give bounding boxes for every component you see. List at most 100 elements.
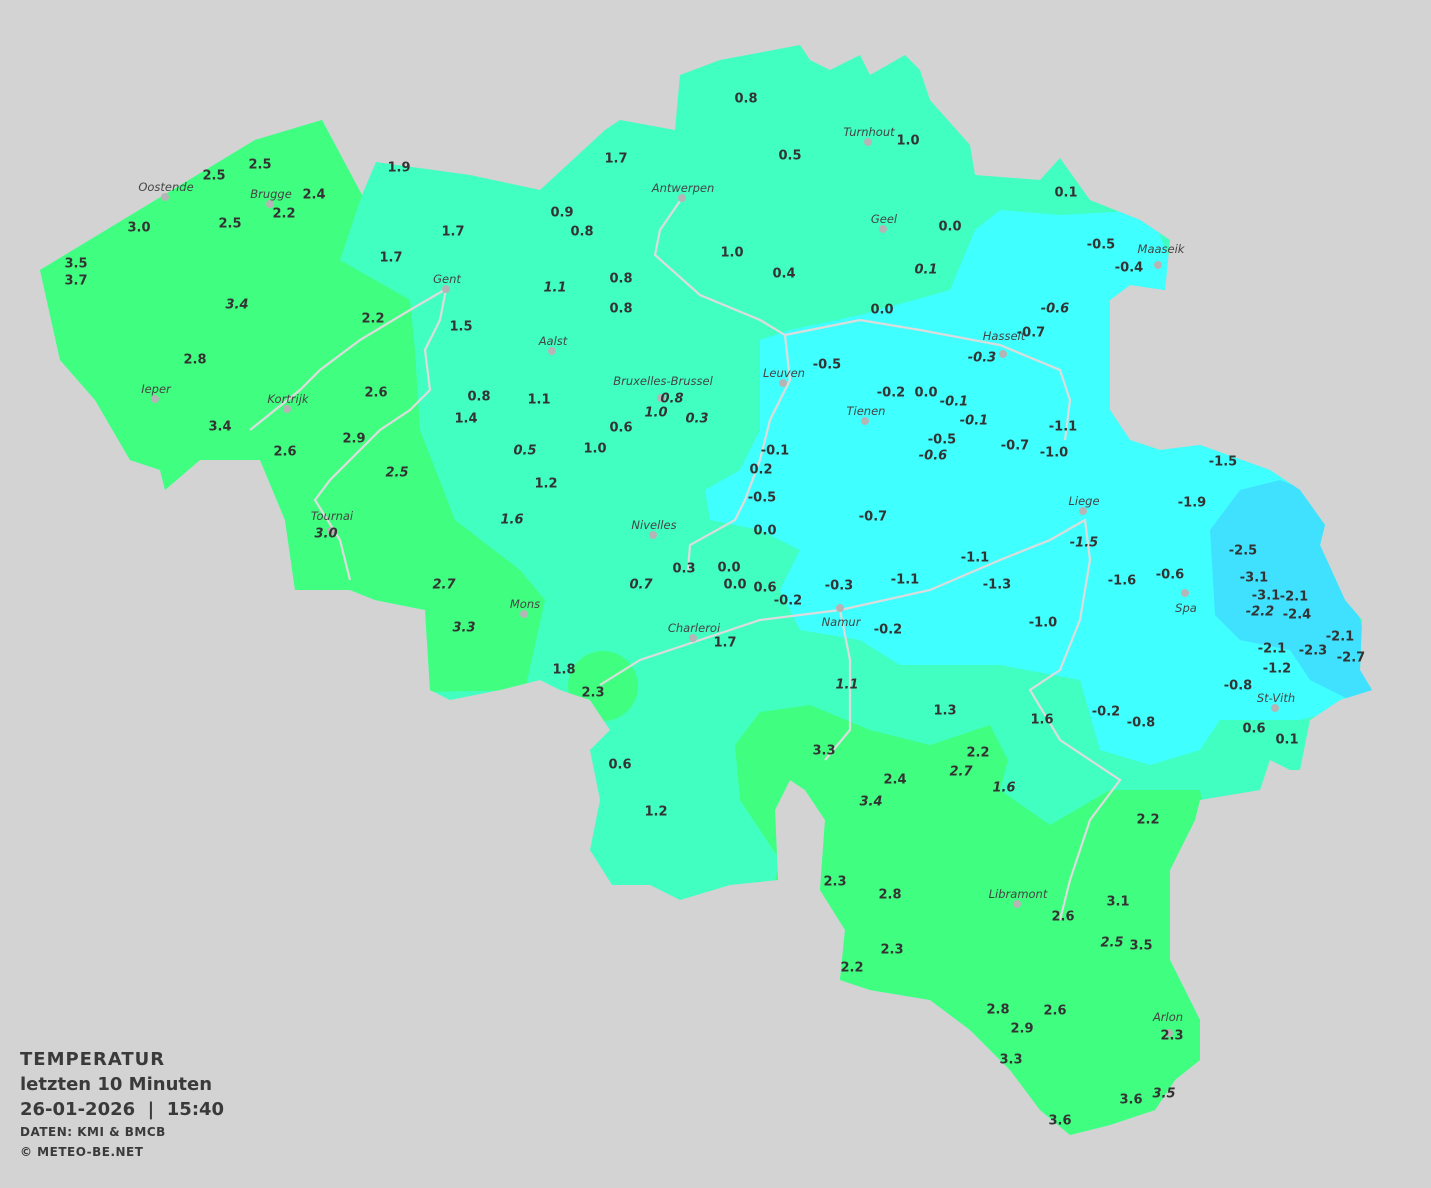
temperature-value: 2.8 (986, 1003, 1009, 1018)
temperature-value: -0.8 (1127, 716, 1155, 731)
city-st-vith: St-Vith (1257, 691, 1295, 712)
temperature-value: 2.7 (949, 765, 973, 780)
map-subtitle: letzten 10 Minuten (20, 1074, 213, 1095)
temperature-value: -0.6 (919, 449, 947, 464)
temperature-value: 2.2 (840, 961, 863, 976)
city-label: Geel (871, 212, 898, 226)
temperature-value: -1.0 (1040, 446, 1068, 461)
temperature-value: 1.4 (454, 412, 477, 427)
temperature-value: 0.1 (1275, 733, 1298, 748)
city-dot (520, 610, 528, 618)
temperature-value: 1.7 (441, 225, 464, 240)
city-libramont: Libramont (989, 887, 1048, 908)
temperature-value: 0.0 (870, 303, 893, 318)
city-label: Tournai (311, 509, 354, 523)
temperature-value: 2.3 (1160, 1029, 1183, 1044)
temperature-value: 0.6 (1242, 722, 1265, 737)
temperature-value: -0.5 (928, 433, 956, 448)
city-dot (161, 193, 169, 201)
temperature-value: 1.5 (449, 320, 472, 335)
city-liege: Liege (1068, 494, 1100, 515)
city-dot (864, 138, 872, 146)
temperature-value: 2.3 (823, 875, 846, 890)
temperature-value: 0.0 (753, 524, 776, 539)
temperature-value: 1.7 (713, 636, 736, 651)
temperature-value: 2.8 (183, 353, 206, 368)
temperature-value: 1.3 (933, 704, 956, 719)
temperature-value: 0.0 (914, 386, 937, 401)
temperature-value: 1.1 (527, 393, 550, 408)
temperature-value: 3.3 (452, 621, 475, 636)
temperature-value: 0.1 (1054, 186, 1077, 201)
city-charleroi: Charleroi (668, 621, 721, 642)
temperature-value: -0.3 (825, 579, 853, 594)
city-dot (1154, 261, 1162, 269)
temperature-value: -1.5 (1209, 455, 1237, 470)
city-dot (861, 417, 869, 425)
temperature-value: 0.4 (772, 267, 795, 282)
temperature-value: 3.1 (1106, 895, 1129, 910)
temperature-value: -0.4 (1115, 261, 1143, 276)
temperature-value: 2.5 (202, 169, 225, 184)
temperature-value: 3.0 (314, 527, 337, 542)
city-hasselt: Hasselt (983, 329, 1026, 358)
temperature-value: -0.7 (1017, 326, 1045, 341)
city-kortrijk: Kortrijk (267, 392, 310, 413)
city-label: Liege (1068, 494, 1099, 508)
temperature-value: -0.6 (1041, 302, 1069, 317)
city-dot (442, 285, 450, 293)
temperature-value: 3.7 (64, 274, 87, 289)
temperature-value: 1.7 (379, 251, 402, 266)
city-label: Bruxelles-Brussel (613, 374, 713, 388)
temperature-value: 2.2 (361, 312, 384, 327)
temperature-value: 2.5 (1100, 936, 1123, 951)
city-dot (283, 405, 291, 413)
temperature-value: 0.2 (749, 463, 772, 478)
temperature-value: 0.9 (550, 206, 573, 221)
temperature-value: 1.6 (992, 781, 1015, 796)
temperature-value: 0.6 (609, 421, 632, 436)
city-ieper: Ieper (141, 382, 172, 403)
temperature-value: 0.5 (513, 444, 536, 459)
city-label: Gent (433, 272, 461, 286)
city-label: Kortrijk (267, 392, 310, 406)
temperature-value: -2.1 (1258, 642, 1286, 657)
city-namur: Namur (822, 604, 862, 629)
temperature-value: -1.1 (1049, 420, 1077, 435)
temperature-value: 3.0 (127, 221, 150, 236)
temperature-value: 1.0 (896, 134, 919, 149)
temperature-value: -0.6 (1156, 568, 1184, 583)
temperature-value: 3.6 (1048, 1114, 1071, 1129)
temperature-value: 0.3 (672, 562, 695, 577)
temperature-value: -2.1 (1280, 590, 1308, 605)
city-dot (689, 634, 697, 642)
temperature-value: -0.7 (1001, 439, 1029, 454)
city-tournai: Tournai (311, 509, 354, 535)
temperature-value: 1.6 (1030, 713, 1053, 728)
temperature-value: -0.1 (761, 444, 789, 459)
temperature-value: 2.7 (432, 578, 456, 593)
temperature-value: 2.5 (218, 217, 241, 232)
city-dot (1165, 1029, 1173, 1037)
temperature-value: 0.8 (734, 92, 757, 107)
temperature-value: 3.4 (225, 298, 248, 313)
temperature-value: 0.8 (660, 392, 683, 407)
temperature-value: 2.2 (966, 746, 989, 761)
temperature-value: 1.2 (534, 477, 557, 492)
city-tienen: Tienen (847, 404, 885, 425)
city-label: Brugge (250, 187, 292, 201)
temperature-value: -2.2 (1246, 605, 1274, 620)
temperature-value: 3.4 (208, 420, 231, 435)
city-label: Maaseik (1138, 242, 1186, 256)
city-dot (1271, 704, 1279, 712)
temperature-value: 3.3 (999, 1053, 1022, 1068)
temperature-value: 2.9 (1010, 1022, 1033, 1037)
city-label: Antwerpen (651, 181, 715, 195)
map-legend: TEMPERATUR letzten 10 Minuten 26-01-2026… (20, 1047, 224, 1162)
temperature-value: -0.5 (748, 491, 776, 506)
temperature-value: 1.0 (644, 406, 667, 421)
temperature-value: -3.1 (1240, 571, 1268, 586)
city-label: Ieper (141, 382, 172, 396)
temperature-value: 0.8 (467, 390, 490, 405)
city-maaseik: Maaseik (1138, 242, 1186, 269)
